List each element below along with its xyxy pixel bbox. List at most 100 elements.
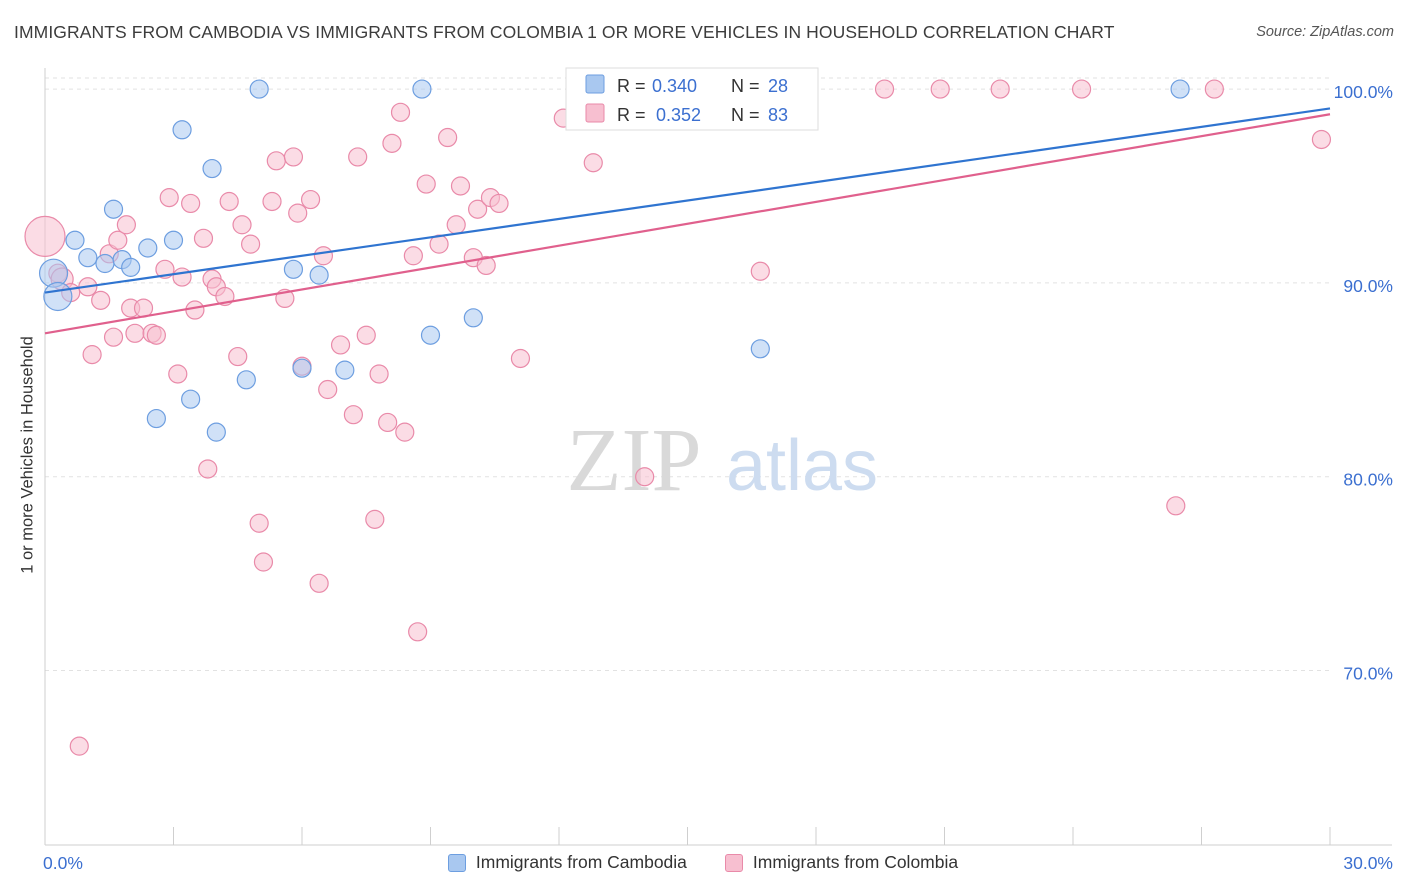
colombia-point bbox=[108, 230, 128, 250]
colombia-point bbox=[69, 736, 89, 756]
colombia-point bbox=[181, 193, 201, 214]
cambodia-point bbox=[103, 199, 124, 219]
cambodia-point bbox=[206, 422, 226, 442]
cambodia-point bbox=[1170, 79, 1190, 99]
source-credit: Source: ZipAtlas.com bbox=[1256, 24, 1394, 40]
cambodia-point bbox=[750, 339, 770, 359]
legend-swatch-colombia bbox=[724, 853, 743, 872]
colombia-point bbox=[343, 405, 363, 425]
stats-swatch-colombia bbox=[585, 103, 605, 123]
colombia-trend-line bbox=[44, 113, 1331, 335]
cambodia-point bbox=[412, 79, 432, 99]
colombia-point bbox=[24, 215, 66, 257]
legend-item-cambodia[interactable]: Immigrants from Cambodia bbox=[447, 852, 687, 873]
stats-r-value-colombia: 0.352 bbox=[656, 105, 701, 125]
colombia-point bbox=[1311, 129, 1332, 150]
y-axis-label: 1 or more Vehicles in Household bbox=[18, 336, 37, 574]
colombia-point bbox=[232, 215, 252, 235]
colombia-point bbox=[241, 234, 261, 254]
colombia-point bbox=[159, 188, 179, 208]
cambodia-point bbox=[43, 281, 73, 312]
colombia-point bbox=[262, 191, 282, 212]
stats-r-label-colombia: R = bbox=[617, 105, 646, 125]
cambodia-point bbox=[420, 325, 441, 345]
cambodia-point bbox=[202, 158, 222, 179]
y-tick-label: 90.0% bbox=[1343, 276, 1393, 296]
cambodia-point bbox=[249, 79, 269, 99]
colombia-point bbox=[249, 513, 269, 533]
cambodia-point bbox=[65, 230, 85, 250]
colombia-point bbox=[1166, 496, 1186, 516]
x-tick-label-end: 30.0% bbox=[1343, 853, 1393, 873]
cambodia-point bbox=[335, 360, 355, 380]
colombia-point bbox=[300, 189, 321, 210]
cambodia-point bbox=[236, 370, 256, 390]
stats-n-label-cambodia: N = bbox=[731, 76, 760, 96]
cambodia-point bbox=[463, 308, 483, 328]
colombia-point bbox=[1071, 79, 1092, 99]
colombia-point bbox=[146, 325, 166, 345]
colombia-point bbox=[330, 335, 351, 355]
colombia-point bbox=[408, 622, 428, 642]
cambodia-point bbox=[172, 120, 192, 140]
colombia-point bbox=[468, 199, 488, 219]
colombia-point bbox=[266, 151, 286, 171]
colombia-point bbox=[283, 147, 304, 167]
colombia-point bbox=[125, 323, 145, 343]
colombia-point bbox=[382, 133, 402, 153]
cambodia-point bbox=[78, 248, 98, 268]
x-tick-label-start: 0.0% bbox=[43, 853, 83, 873]
colombia-point bbox=[193, 228, 214, 248]
watermark-zip: ZIP bbox=[567, 411, 702, 510]
colombia-point bbox=[930, 79, 950, 99]
colombia-point bbox=[82, 345, 102, 365]
cambodia-point bbox=[163, 230, 184, 250]
colombia-point bbox=[446, 215, 466, 235]
colombia-point bbox=[318, 379, 338, 400]
cambodia-point bbox=[283, 259, 304, 279]
legend: Immigrants from Cambodia Immigrants from… bbox=[0, 852, 1406, 873]
colombia-point bbox=[365, 509, 385, 529]
cambodia-point bbox=[121, 257, 141, 277]
colombia-point bbox=[450, 176, 471, 196]
colombia-point bbox=[438, 127, 458, 148]
cambodia-point bbox=[138, 238, 158, 258]
y-tick-label: 100.0% bbox=[1334, 82, 1393, 102]
cambodia-point bbox=[309, 265, 329, 285]
watermark-atlas: atlas bbox=[726, 426, 878, 506]
colombia-point bbox=[750, 261, 770, 281]
colombia-point bbox=[172, 267, 192, 287]
colombia-point bbox=[185, 300, 205, 320]
colombia-point bbox=[228, 346, 248, 367]
stats-r-value-cambodia: 0.340 bbox=[652, 76, 697, 96]
colombia-point bbox=[378, 412, 398, 433]
y-tick-label: 70.0% bbox=[1343, 664, 1393, 684]
colombia-point bbox=[395, 422, 415, 442]
colombia-point bbox=[253, 552, 274, 572]
colombia-point bbox=[416, 174, 436, 194]
colombia-point bbox=[874, 79, 895, 99]
stats-n-value-cambodia: 28 bbox=[768, 76, 788, 96]
colombia-point bbox=[476, 255, 496, 276]
legend-item-colombia[interactable]: Immigrants from Colombia bbox=[724, 852, 959, 873]
colombia-point bbox=[510, 348, 531, 369]
stats-swatch-cambodia bbox=[585, 74, 605, 94]
cambodia-point bbox=[292, 358, 312, 378]
colombia-point bbox=[489, 193, 509, 214]
colombia-point bbox=[219, 191, 239, 212]
cambodia-point bbox=[95, 253, 115, 274]
colombia-point bbox=[103, 327, 124, 347]
stats-r-label-cambodia: R = bbox=[617, 76, 646, 96]
colombia-point bbox=[313, 246, 334, 266]
cambodia-point bbox=[146, 408, 166, 429]
colombia-point bbox=[309, 573, 329, 593]
colombia-point bbox=[390, 102, 411, 122]
colombia-point bbox=[168, 364, 188, 384]
legend-swatch-cambodia bbox=[447, 853, 466, 872]
colombia-point bbox=[198, 459, 218, 479]
cambodia-point bbox=[181, 389, 201, 409]
legend-label-colombia: Immigrants from Colombia bbox=[752, 852, 959, 872]
colombia-point bbox=[288, 203, 308, 223]
stats-box bbox=[565, 67, 819, 131]
